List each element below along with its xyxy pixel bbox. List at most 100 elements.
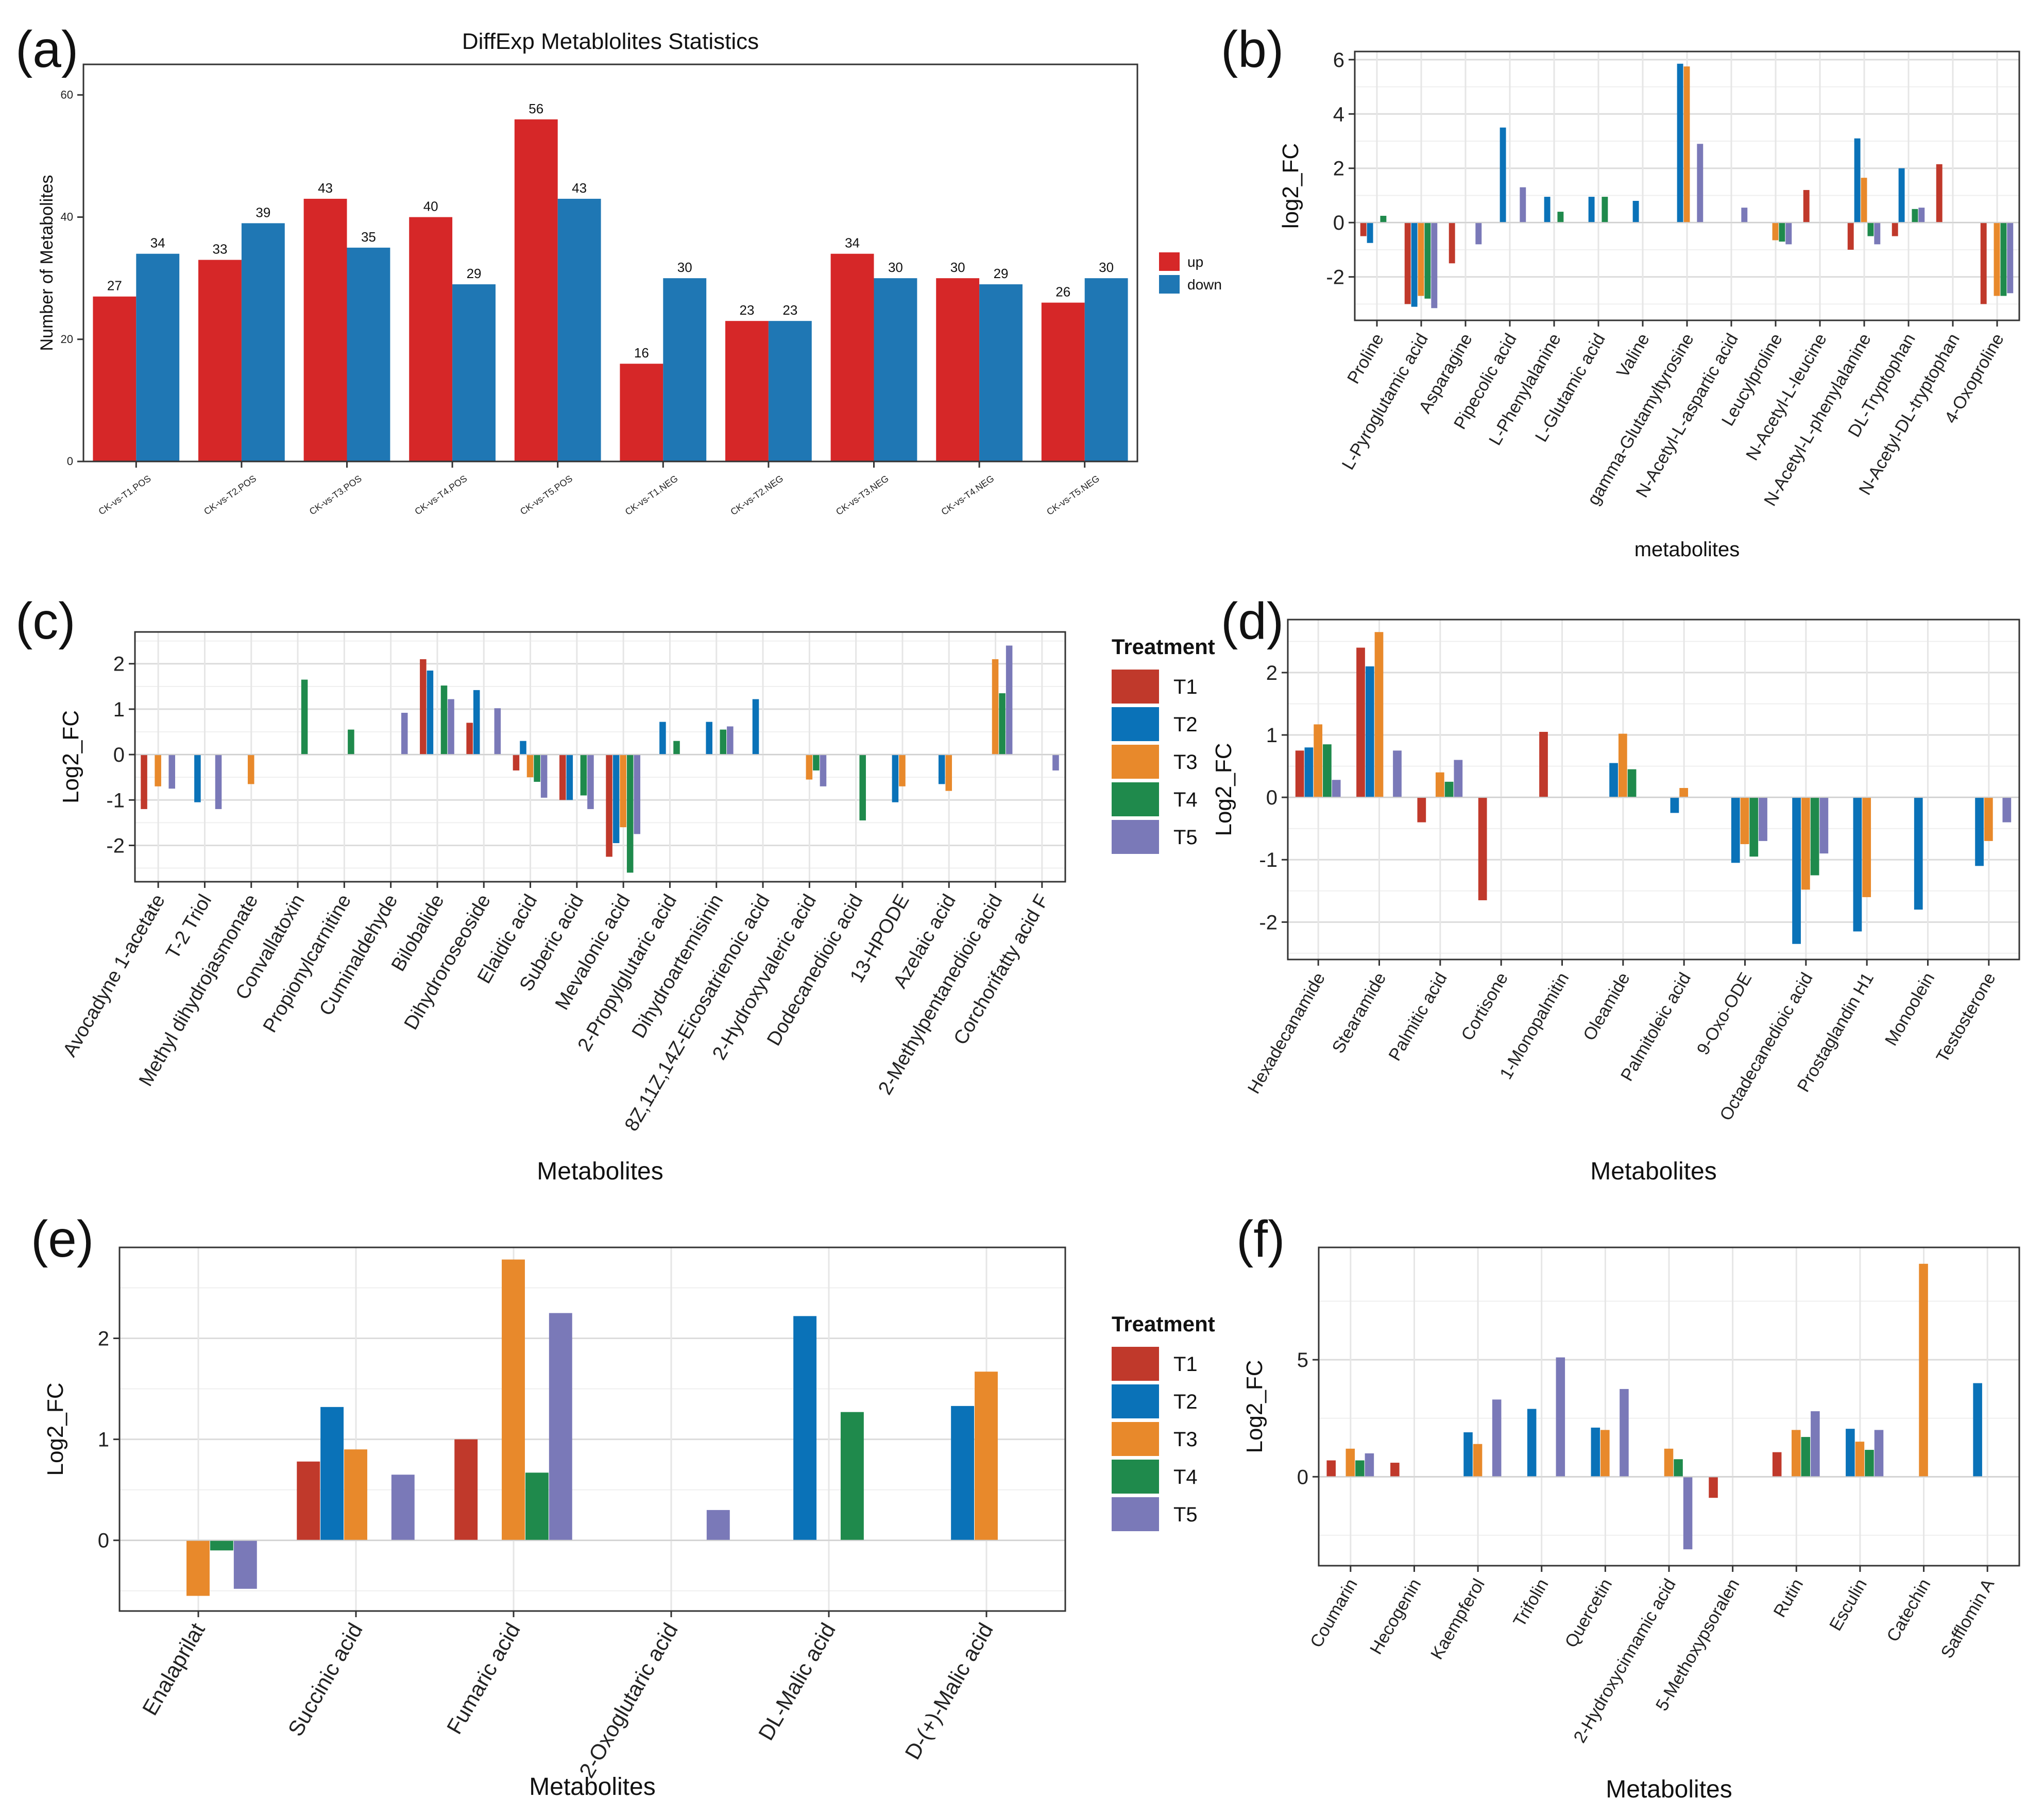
y-tick-label: 60 xyxy=(61,88,73,101)
bar-T4 xyxy=(1557,212,1564,223)
x-tick-label: CK-vs-T3.POS xyxy=(308,473,364,517)
bar-T3 xyxy=(1314,724,1323,798)
bar-T2 xyxy=(1591,1427,1600,1477)
y-tick-label: 4 xyxy=(1333,103,1344,126)
bar-T5 xyxy=(1556,1357,1565,1477)
bar-T4 xyxy=(1801,1437,1811,1477)
bar-T2 xyxy=(706,722,712,755)
bar-T4 xyxy=(1674,1459,1683,1477)
bar-T2 xyxy=(520,741,526,755)
y-tick-label: 5 xyxy=(1297,1349,1308,1372)
bar-T4 xyxy=(840,1412,864,1540)
bar-T3 xyxy=(1740,797,1749,844)
legend-swatch-up xyxy=(1159,252,1180,271)
bar-T4 xyxy=(348,729,354,755)
bar-T1 xyxy=(513,755,520,770)
legend-swatch-T2 xyxy=(1112,707,1159,741)
bar-T3 xyxy=(1861,178,1867,223)
x-tick-label: 2-Oxoglutaric acid xyxy=(574,1619,683,1782)
bar-T1 xyxy=(297,1461,320,1540)
bar-T4 xyxy=(673,741,680,755)
bar-T3 xyxy=(899,755,906,786)
y-axis-label: Log2_FC xyxy=(1242,1360,1267,1453)
x-tick-label: CK-vs-T2.NEG xyxy=(728,473,785,517)
bar-T5 xyxy=(391,1475,415,1540)
bar-T1 xyxy=(1478,797,1487,900)
y-tick-label: 0 xyxy=(98,1530,109,1552)
bar-T4 xyxy=(1912,209,1918,223)
bar-T4 xyxy=(1779,222,1785,242)
bar-T2 xyxy=(1527,1409,1537,1477)
bar-T3 xyxy=(1984,797,1993,841)
bar-T2 xyxy=(1973,1383,1982,1477)
bar-T1 xyxy=(1360,222,1367,236)
panel-f: (f) 0 5 Coumarin Hecogenin Kaempferol Trifolin… xyxy=(1236,1210,2020,1803)
bar-T3 xyxy=(1664,1448,1674,1477)
y-axis-label: Log2_FC xyxy=(43,1382,68,1476)
bar-T4 xyxy=(1355,1460,1365,1477)
panel-tag: (c) xyxy=(15,592,76,650)
plot-frame xyxy=(134,631,1066,883)
data-label: 34 xyxy=(150,235,165,251)
legend-label: T4 xyxy=(1173,789,1198,811)
bar-T4 xyxy=(1602,197,1608,223)
data-label: 30 xyxy=(888,260,903,275)
y-tick-label: 0 xyxy=(1266,786,1278,809)
bar-T4 xyxy=(1749,797,1759,857)
bar-T5 xyxy=(1332,780,1341,798)
legend-label: T2 xyxy=(1173,1391,1198,1413)
x-tick-label: CK-vs-T2.POS xyxy=(202,473,258,517)
bar-T2 xyxy=(1898,168,1905,223)
x-tick-label: Stearamide xyxy=(1328,969,1390,1057)
x-tick-label: Esculin xyxy=(1826,1575,1871,1634)
bar-T2 xyxy=(473,690,480,755)
bar-T1 xyxy=(1417,797,1426,823)
y-tick-label: 2 xyxy=(98,1328,109,1350)
bar-T3 xyxy=(945,755,952,791)
bar-T3 xyxy=(1374,632,1384,798)
data-label: 33 xyxy=(212,242,227,257)
data-label: 30 xyxy=(1099,260,1114,275)
bar-down xyxy=(347,247,390,461)
bar-T4 xyxy=(859,755,866,820)
x-tick-label: Trifolin xyxy=(1509,1575,1552,1630)
bar-T2 xyxy=(1365,666,1374,798)
y-axis-label: log2_FC xyxy=(1278,143,1303,229)
y-tick-label: -1 xyxy=(106,789,125,812)
bar-T5 xyxy=(1393,750,1402,798)
legend-swatch-T5 xyxy=(1112,820,1159,854)
bar-T3 xyxy=(247,755,254,784)
bar-T2 xyxy=(1609,763,1618,798)
legend-label: T2 xyxy=(1173,713,1198,736)
bar-T5 xyxy=(494,708,501,755)
data-label: 23 xyxy=(782,302,797,318)
y-tick-label: -2 xyxy=(106,834,125,857)
legend-swatch-T1 xyxy=(1112,1347,1159,1381)
bar-down xyxy=(241,223,285,461)
y-tick-label: 1 xyxy=(113,698,125,721)
x-tick-label: CK-vs-T1.POS xyxy=(97,473,153,517)
bar-T3 xyxy=(992,659,999,755)
bar-T5 xyxy=(1683,1477,1693,1550)
chart-title: DiffExp Metablolites Statistics xyxy=(462,29,759,54)
bar-T3 xyxy=(1473,1444,1483,1477)
bar-T2 xyxy=(566,755,573,800)
bar-T5 xyxy=(1759,797,1767,841)
bar-T3 xyxy=(186,1540,210,1596)
legend: up down xyxy=(1159,252,1222,294)
bar-T2 xyxy=(938,755,945,784)
x-tick-label: Enalaprilat xyxy=(138,1619,210,1720)
bar-up xyxy=(725,321,769,461)
bar-T1 xyxy=(1936,164,1943,223)
bar-T4 xyxy=(813,755,820,770)
bar-T2 xyxy=(1975,797,1984,866)
data-label: 34 xyxy=(845,235,860,251)
y-tick-label: 2 xyxy=(113,653,125,676)
legend: Treatment T1 T2 T3 T4 T5 xyxy=(1112,635,1215,854)
x-tick-label: Kaempferol xyxy=(1427,1575,1489,1663)
bar-up xyxy=(830,253,874,461)
panel-tag: (e) xyxy=(31,1210,94,1268)
bar-T4 xyxy=(534,755,540,782)
bar-up xyxy=(303,198,347,461)
x-tick-label: CK-vs-T4.POS xyxy=(413,473,469,517)
